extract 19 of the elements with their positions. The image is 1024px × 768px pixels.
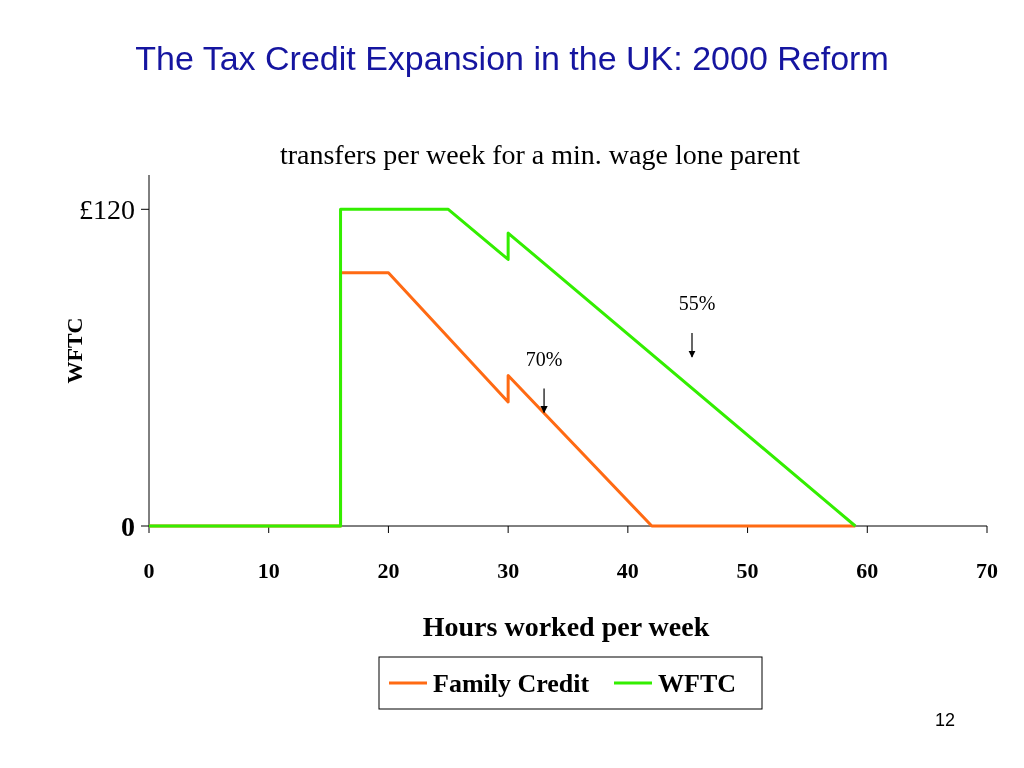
x-tick-label: 30 (497, 558, 520, 583)
x-tick-label: 50 (736, 558, 759, 583)
y-axis-title: WFTC (62, 317, 87, 384)
legend-label: Family Credit (433, 669, 590, 698)
text: 12 (934, 710, 956, 730)
y-tick-label: £120 (79, 194, 135, 226)
annotation: 70% (525, 347, 563, 370)
x-tick-label: 0 (143, 558, 155, 583)
annotation: 55% (678, 292, 716, 314)
x-tick-label: 60 (856, 558, 879, 583)
chart-title: The Tax Credit Expansion in the UK: 2000 Reform (135, 39, 889, 77)
x-axis-title: Hours worked per week (422, 611, 710, 642)
x-tick-label: 70 (976, 558, 998, 583)
line-series (147, 207, 857, 528)
x-tick-label: 40 (616, 558, 639, 583)
x-tick-label: 20 (377, 558, 400, 583)
chart-subtitle: transfers per week for a min. wage lone parent (279, 139, 801, 170)
x-tick-label: 10 (257, 558, 280, 583)
legend-label: WFTC (658, 669, 736, 698)
